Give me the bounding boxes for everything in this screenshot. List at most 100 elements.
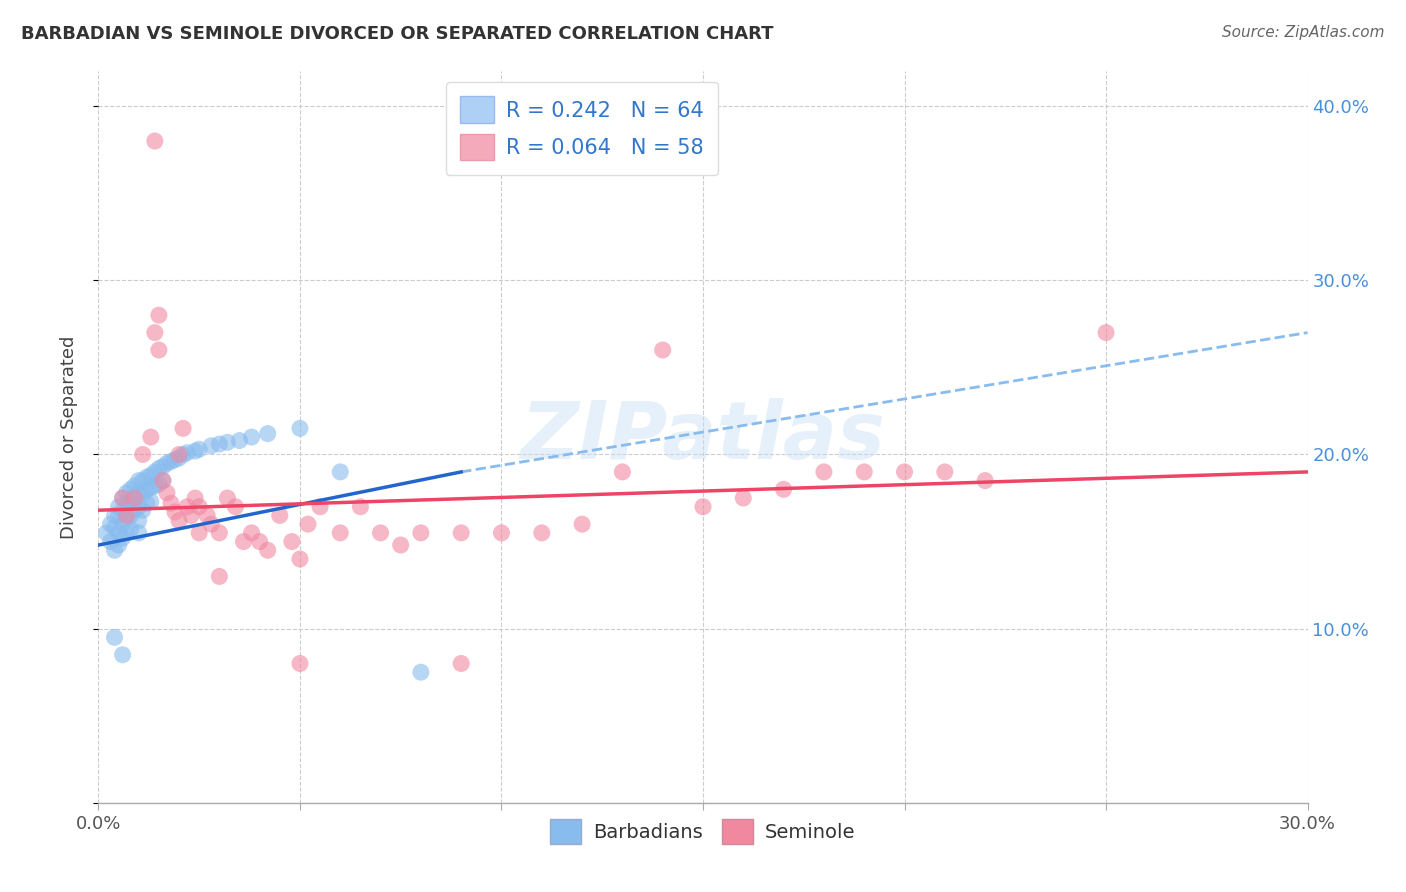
Point bbox=[188, 500, 211, 514]
Point bbox=[208, 569, 231, 583]
Point bbox=[111, 517, 134, 532]
Point bbox=[409, 665, 432, 680]
Point bbox=[269, 508, 291, 523]
Point bbox=[813, 465, 835, 479]
Point bbox=[188, 442, 211, 457]
Point bbox=[103, 543, 125, 558]
Point bbox=[107, 538, 129, 552]
Point bbox=[349, 500, 371, 514]
Point bbox=[195, 508, 218, 523]
Point bbox=[143, 326, 166, 340]
Point bbox=[128, 500, 150, 514]
Point bbox=[120, 522, 142, 536]
Point bbox=[176, 446, 198, 460]
Point bbox=[143, 134, 166, 148]
Point bbox=[120, 494, 142, 508]
Point bbox=[217, 435, 239, 450]
Point bbox=[115, 525, 138, 540]
Point bbox=[530, 525, 553, 540]
Point bbox=[450, 525, 472, 540]
Point bbox=[281, 534, 304, 549]
Point bbox=[733, 491, 755, 505]
Point bbox=[139, 481, 162, 495]
Point bbox=[148, 477, 170, 491]
Point bbox=[107, 500, 129, 514]
Point bbox=[188, 525, 211, 540]
Point bbox=[772, 483, 794, 497]
Point bbox=[111, 531, 134, 545]
Point bbox=[163, 505, 186, 519]
Point bbox=[128, 525, 150, 540]
Text: BARBADIAN VS SEMINOLE DIVORCED OR SEPARATED CORRELATION CHART: BARBADIAN VS SEMINOLE DIVORCED OR SEPARA… bbox=[21, 25, 773, 43]
Point bbox=[172, 421, 194, 435]
Point bbox=[184, 491, 207, 505]
Point bbox=[217, 491, 239, 505]
Point bbox=[232, 534, 254, 549]
Point bbox=[111, 491, 134, 505]
Point bbox=[139, 468, 162, 483]
Point bbox=[143, 479, 166, 493]
Point bbox=[612, 465, 634, 479]
Point bbox=[128, 485, 150, 500]
Point bbox=[692, 500, 714, 514]
Point bbox=[249, 534, 271, 549]
Point bbox=[120, 483, 142, 497]
Point bbox=[139, 430, 162, 444]
Point bbox=[132, 448, 155, 462]
Point bbox=[148, 461, 170, 475]
Point bbox=[184, 444, 207, 458]
Point bbox=[1095, 326, 1118, 340]
Point bbox=[571, 517, 593, 532]
Point bbox=[132, 474, 155, 488]
Point bbox=[160, 454, 183, 468]
Point bbox=[103, 508, 125, 523]
Point bbox=[152, 459, 174, 474]
Point bbox=[370, 525, 392, 540]
Point bbox=[208, 437, 231, 451]
Point bbox=[491, 525, 513, 540]
Point bbox=[329, 525, 352, 540]
Point bbox=[107, 525, 129, 540]
Point bbox=[200, 517, 222, 532]
Point bbox=[934, 465, 956, 479]
Point bbox=[240, 525, 263, 540]
Point bbox=[208, 525, 231, 540]
Point bbox=[288, 657, 311, 671]
Point bbox=[167, 514, 190, 528]
Point bbox=[135, 483, 157, 497]
Point bbox=[96, 525, 118, 540]
Point bbox=[100, 534, 122, 549]
Point bbox=[128, 474, 150, 488]
Text: ZIPatlas: ZIPatlas bbox=[520, 398, 886, 476]
Point bbox=[651, 343, 673, 357]
Point bbox=[180, 508, 202, 523]
Point bbox=[389, 538, 412, 552]
Point bbox=[200, 439, 222, 453]
Point bbox=[152, 474, 174, 488]
Point bbox=[167, 450, 190, 465]
Point bbox=[163, 452, 186, 467]
Point bbox=[143, 465, 166, 479]
Point bbox=[135, 470, 157, 484]
Point bbox=[167, 448, 190, 462]
Point bbox=[124, 491, 146, 505]
Point bbox=[240, 430, 263, 444]
Legend: Barbadians, Seminole: Barbadians, Seminole bbox=[543, 811, 863, 852]
Y-axis label: Divorced or Separated: Divorced or Separated bbox=[59, 335, 77, 539]
Point bbox=[115, 485, 138, 500]
Point bbox=[176, 500, 198, 514]
Point bbox=[156, 456, 179, 470]
Point bbox=[139, 494, 162, 508]
Point bbox=[124, 491, 146, 505]
Point bbox=[103, 631, 125, 645]
Point bbox=[309, 500, 332, 514]
Point bbox=[974, 474, 997, 488]
Point bbox=[103, 521, 125, 535]
Point bbox=[172, 448, 194, 462]
Point bbox=[450, 657, 472, 671]
Point bbox=[288, 421, 311, 435]
Point bbox=[100, 517, 122, 532]
Point bbox=[111, 503, 134, 517]
Point bbox=[329, 465, 352, 479]
Point bbox=[228, 434, 250, 448]
